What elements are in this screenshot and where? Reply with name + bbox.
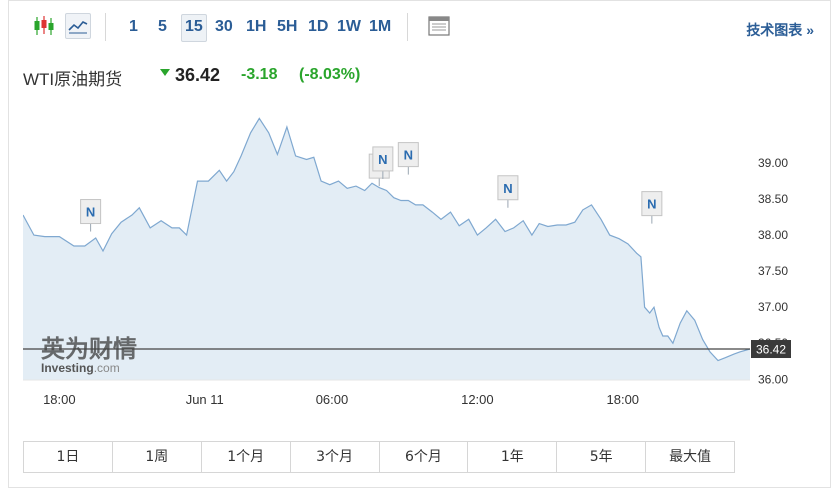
x-tick-label: Jun 11 (186, 392, 224, 407)
range-button-5y[interactable]: 5年 (557, 442, 647, 472)
candlestick-icon[interactable] (31, 13, 57, 39)
x-tick-label: 18:00 (43, 392, 76, 407)
y-tick-label: 37.00 (758, 300, 788, 314)
news-marker[interactable]: N (372, 146, 394, 179)
news-marker-label: N (86, 205, 95, 220)
x-tick-label: 12:00 (461, 392, 494, 407)
timeframe-30[interactable]: 30 (215, 18, 233, 35)
range-button-6mo[interactable]: 6个月 (380, 442, 469, 472)
news-marker-box (372, 146, 394, 172)
news-marker-label: N (647, 197, 656, 212)
range-button-max[interactable]: 最大值 (669, 449, 712, 465)
range-button-1mo[interactable]: 1个月 (202, 442, 291, 472)
y-tick-label: 39.00 (758, 156, 788, 170)
range-button-1y[interactable]: 1年 (468, 442, 558, 472)
last-price: 36.42 (175, 65, 221, 85)
price-change: -3.18 (241, 66, 278, 83)
news-marker-label: N (378, 152, 387, 167)
news-marker-box (641, 191, 663, 217)
current-price-label: 36.42 (756, 343, 786, 357)
range-button-3mo[interactable]: 3个月 (291, 442, 380, 472)
timeframe-1m[interactable]: 1M (369, 18, 392, 35)
timeframe-1h[interactable]: 1H (246, 18, 267, 35)
news-marker-box (397, 142, 419, 168)
watermark-brand-suffix: .com (94, 361, 120, 375)
news-marker-box (80, 199, 102, 225)
timeframe-1w[interactable]: 1W (337, 18, 361, 35)
watermark-brand-name: Investing (41, 361, 94, 375)
timeframe-5h[interactable]: 5H (277, 18, 298, 35)
toolbar-divider (407, 13, 408, 41)
toolbar-divider (105, 13, 106, 41)
series-line (23, 117, 751, 362)
news-marker[interactable]: N (397, 142, 419, 175)
x-tick-label: 06:00 (316, 392, 349, 407)
chart-toolbar: 1 5 15 30 1H 5H 1D 1W 1M 技术图表 » (9, 1, 830, 51)
news-marker-box (497, 175, 519, 201)
news-marker[interactable]: N (80, 199, 102, 232)
x-tick-label: 18:00 (607, 392, 640, 407)
timeframe-5[interactable]: 5 (158, 18, 167, 35)
tech-chart-link[interactable]: 技术图表 » (746, 22, 814, 38)
y-tick-label: 38.50 (758, 192, 788, 206)
current-price-tag (751, 340, 791, 359)
series-area (23, 118, 750, 381)
chart-widget: 1 5 15 30 1H 5H 1D 1W 1M 技术图表 » WTI原油期货 … (8, 0, 831, 488)
news-marker[interactable]: N (497, 175, 519, 208)
news-marker[interactable]: N (641, 191, 663, 224)
y-tick-label: 37.50 (758, 264, 788, 278)
range-button-1w[interactable]: 1周 (113, 442, 202, 472)
range-button-1d[interactable]: 1日 (24, 442, 113, 472)
line-chart-icon[interactable] (65, 13, 91, 39)
table-view-icon[interactable] (426, 13, 452, 39)
y-tick-label: 38.00 (758, 228, 788, 242)
y-tick-label: 36.00 (758, 372, 788, 386)
range-selector: 1日 1周 1个月 3个月 6个月 1年 5年 最大值 (23, 441, 735, 473)
down-arrow-icon (160, 65, 170, 76)
price-chart[interactable]: NNNNNN 英为财情 Investing.com 39.0038.5038.0… (23, 91, 813, 421)
news-marker-label: N (404, 148, 413, 163)
timeframe-1d[interactable]: 1D (308, 18, 329, 35)
timeframe-15[interactable]: 15 (181, 14, 207, 42)
instrument-name: WTI原油期货 (23, 70, 123, 89)
news-marker-label: N (503, 181, 512, 196)
watermark-brand-en: Investing.com (41, 361, 120, 375)
timeframe-1[interactable]: 1 (129, 18, 138, 35)
price-change-percent: (-8.03%) (299, 66, 361, 83)
